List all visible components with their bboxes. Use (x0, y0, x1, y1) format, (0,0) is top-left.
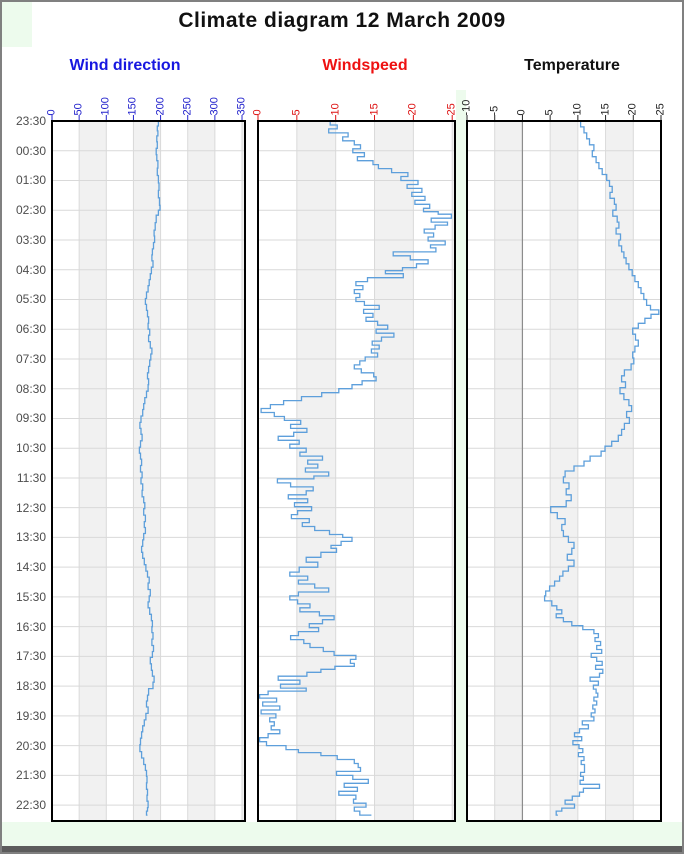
band (452, 121, 455, 821)
time-label: 02:30 (15, 203, 46, 218)
panel-border (51, 120, 246, 822)
time-label: 23:30 (15, 114, 46, 128)
axis-tick-label: 5 (543, 109, 556, 116)
time-label: 13:30 (15, 530, 46, 545)
axis-tick-label: 20 (406, 103, 419, 116)
mat-bottom-strip (2, 822, 682, 846)
axis-tick-label: 50 (72, 103, 85, 116)
time-label: 10:30 (15, 441, 46, 456)
axis-tick-label: 300 (208, 97, 221, 116)
panel-header-temperature: Temperature (524, 57, 620, 74)
band (494, 121, 523, 821)
axis-tick-label: 150 (126, 97, 139, 116)
axis-tick-label: 0 (515, 109, 528, 116)
axis-tick-label: 25 (445, 103, 458, 116)
axis-tick-label: -5 (488, 105, 501, 116)
band (296, 121, 336, 821)
time-label: 15:30 (15, 589, 46, 604)
axis-tick-label: 15 (599, 103, 612, 116)
data-series-windspeed-m-s- (258, 121, 453, 816)
data-series-wind-direction-deg- (138, 121, 161, 816)
axis-tick-label: 250 (181, 97, 194, 116)
time-label: 07:30 (15, 351, 46, 366)
time-label: 00:30 (15, 143, 46, 158)
page-title: Climate diagram 12 March 2009 (178, 9, 506, 32)
time-label: 05:30 (15, 292, 46, 307)
chart-plot-windspeed (257, 115, 456, 822)
time-label: 12:30 (15, 500, 46, 515)
axis-tick-label: 15 (368, 103, 381, 116)
mat-top-left (2, 2, 32, 47)
chart-plot-wind-direction (51, 115, 246, 822)
band (187, 121, 215, 821)
axis-tick-label: 350 (235, 97, 248, 116)
time-label: 16:30 (15, 619, 46, 634)
time-label: 04:30 (15, 262, 46, 277)
data-series-temperature- (543, 121, 660, 816)
time-label: 03:30 (15, 232, 46, 247)
time-label: 11:30 (16, 470, 46, 485)
band (374, 121, 414, 821)
axis-tick-label: 10 (329, 103, 342, 116)
panel-border (466, 120, 662, 822)
time-label: 18:30 (15, 679, 46, 694)
axis-tick-label: 10 (571, 103, 584, 116)
axis-tick-label: 5 (290, 109, 303, 116)
time-label: 14:30 (15, 560, 46, 575)
time-label: 17:30 (15, 649, 46, 664)
axis-tick-label: 0 (45, 109, 58, 116)
mat-between-panels (456, 90, 466, 846)
time-label: 22:30 (15, 798, 46, 813)
band (242, 121, 245, 821)
time-label: 01:30 (15, 173, 46, 188)
time-label: 06:30 (15, 322, 46, 337)
axis-tick-label: 20 (626, 103, 639, 116)
axis-tick-label: 100 (99, 97, 112, 116)
time-label: 21:30 (15, 768, 46, 783)
panel-header-wind-direction: Wind direction (69, 57, 181, 74)
time-label: 09:30 (15, 411, 46, 426)
axis-tick-label: 25 (654, 103, 667, 116)
window-bottom-edge (2, 846, 682, 852)
time-label: 08:30 (15, 381, 46, 396)
axis-tick-label: 200 (154, 97, 167, 116)
panel-header-windspeed: Windspeed (322, 57, 408, 74)
time-label: 19:30 (15, 708, 46, 723)
axis-tick-label: -10 (460, 99, 473, 116)
time-label: 20:30 (15, 738, 46, 753)
panel-border (257, 120, 456, 822)
band (605, 121, 634, 821)
chart-plot-temperature (466, 115, 662, 822)
band (79, 121, 107, 821)
axis-tick-label: 0 (251, 109, 264, 116)
